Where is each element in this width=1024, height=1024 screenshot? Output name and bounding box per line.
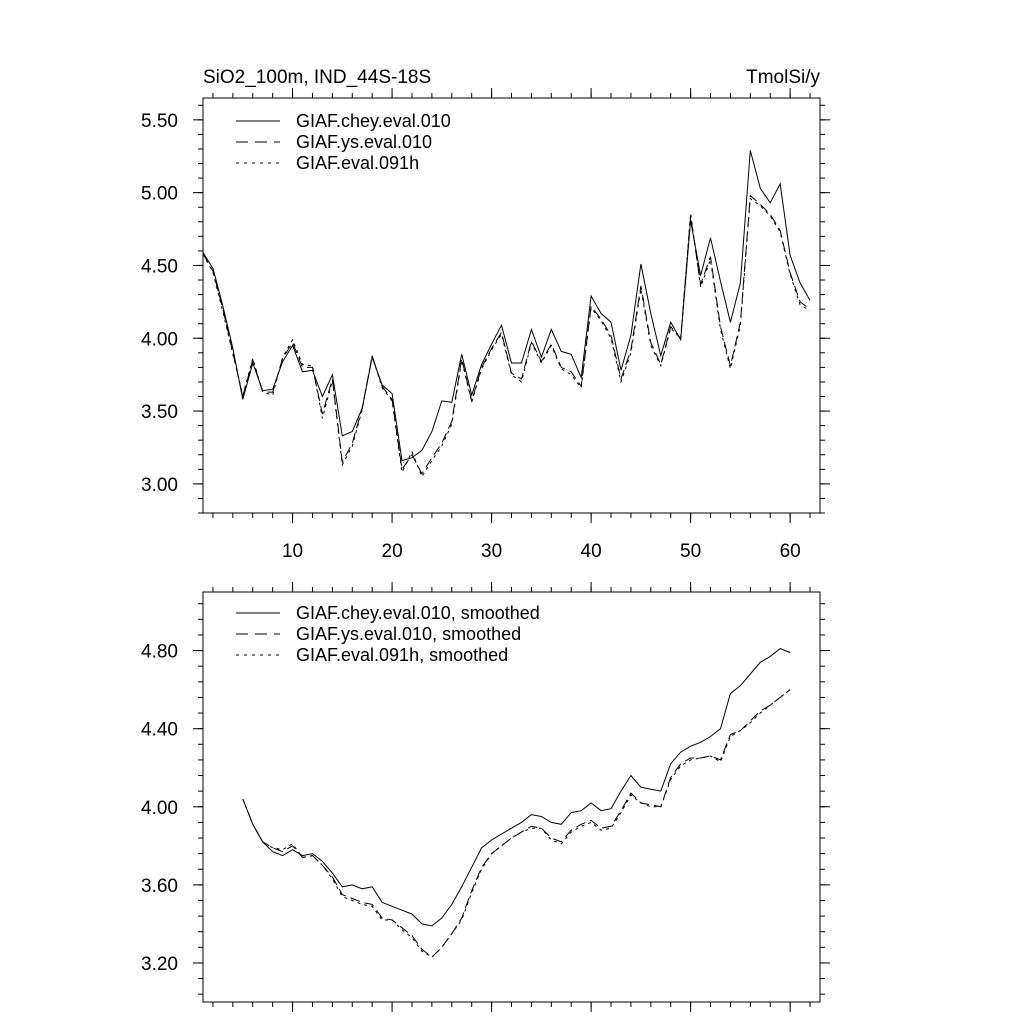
- top-y-tick-label: 4.00: [141, 329, 178, 350]
- top-series-line-1: [202, 150, 811, 462]
- top-x-tick-label: 20: [382, 541, 403, 562]
- top-legend-label-3: GIAF.eval.091h: [296, 153, 419, 173]
- bottom-series-group: [242, 648, 791, 958]
- bottom-series-line-2: [242, 689, 791, 958]
- top-y-tick-label: 5.50: [141, 111, 178, 132]
- bottom-y-tick-label: 4.80: [141, 642, 178, 663]
- top-x-tick-label: 30: [481, 541, 502, 562]
- top-x-tick-label: 60: [780, 541, 801, 562]
- chart-title-left: SiO2_100m, IND_44S-18S: [203, 67, 431, 88]
- bottom-legend-label-3: GIAF.eval.091h, smoothed: [296, 645, 508, 665]
- top-legend-label-2: GIAF.ys.eval.010: [296, 132, 432, 152]
- bottom-y-tick-label: 3.20: [141, 954, 178, 975]
- top-line-chart: 3.00 3.50 4.00 4.50 5.00 5.50 10 20 30 40 50 60 GIA…: [141, 88, 830, 562]
- top-axis-ticks: 3.00 3.50 4.00 4.50 5.00 5.50 10 20 30 40 50 60: [141, 88, 830, 562]
- top-y-tick-label: 3.50: [141, 402, 178, 423]
- bottom-legend-label-2: GIAF.ys.eval.010, smoothed: [296, 624, 521, 644]
- top-y-tick-label: 3.00: [141, 475, 178, 496]
- top-series-line-3: [202, 197, 811, 478]
- top-legend-label-1: GIAF.chey.eval.010: [296, 111, 451, 131]
- top-x-tick-label: 10: [282, 541, 303, 562]
- top-x-tick-label: 40: [581, 541, 602, 562]
- top-series-group: [202, 150, 811, 478]
- bottom-series-line-3: [242, 689, 791, 958]
- chart-title-right: TmolSi/y: [746, 67, 820, 88]
- top-x-tick-label: 50: [680, 541, 701, 562]
- top-y-tick-label: 4.50: [141, 256, 178, 277]
- bottom-y-tick-label: 3.60: [141, 876, 178, 897]
- bottom-legend-label-1: GIAF.chey.eval.010, smoothed: [296, 603, 540, 623]
- top-series-line-2: [202, 194, 811, 475]
- bottom-series-line-1: [242, 648, 791, 927]
- top-y-tick-label: 5.00: [141, 184, 178, 205]
- top-legend: GIAF.chey.eval.010GIAF.ys.eval.010GIAF.e…: [236, 111, 451, 173]
- bottom-legend: GIAF.chey.eval.010, smoothedGIAF.ys.eval…: [236, 603, 540, 665]
- bottom-axis-ticks: 3.20 3.60 4.00 4.40 4.80: [141, 582, 830, 1012]
- bottom-y-tick-label: 4.40: [141, 720, 178, 741]
- bottom-y-tick-label: 4.00: [141, 798, 178, 819]
- bottom-line-chart: 3.20 3.60 4.00 4.40 4.80 GIAF.chey.eval.010,…: [141, 582, 830, 1012]
